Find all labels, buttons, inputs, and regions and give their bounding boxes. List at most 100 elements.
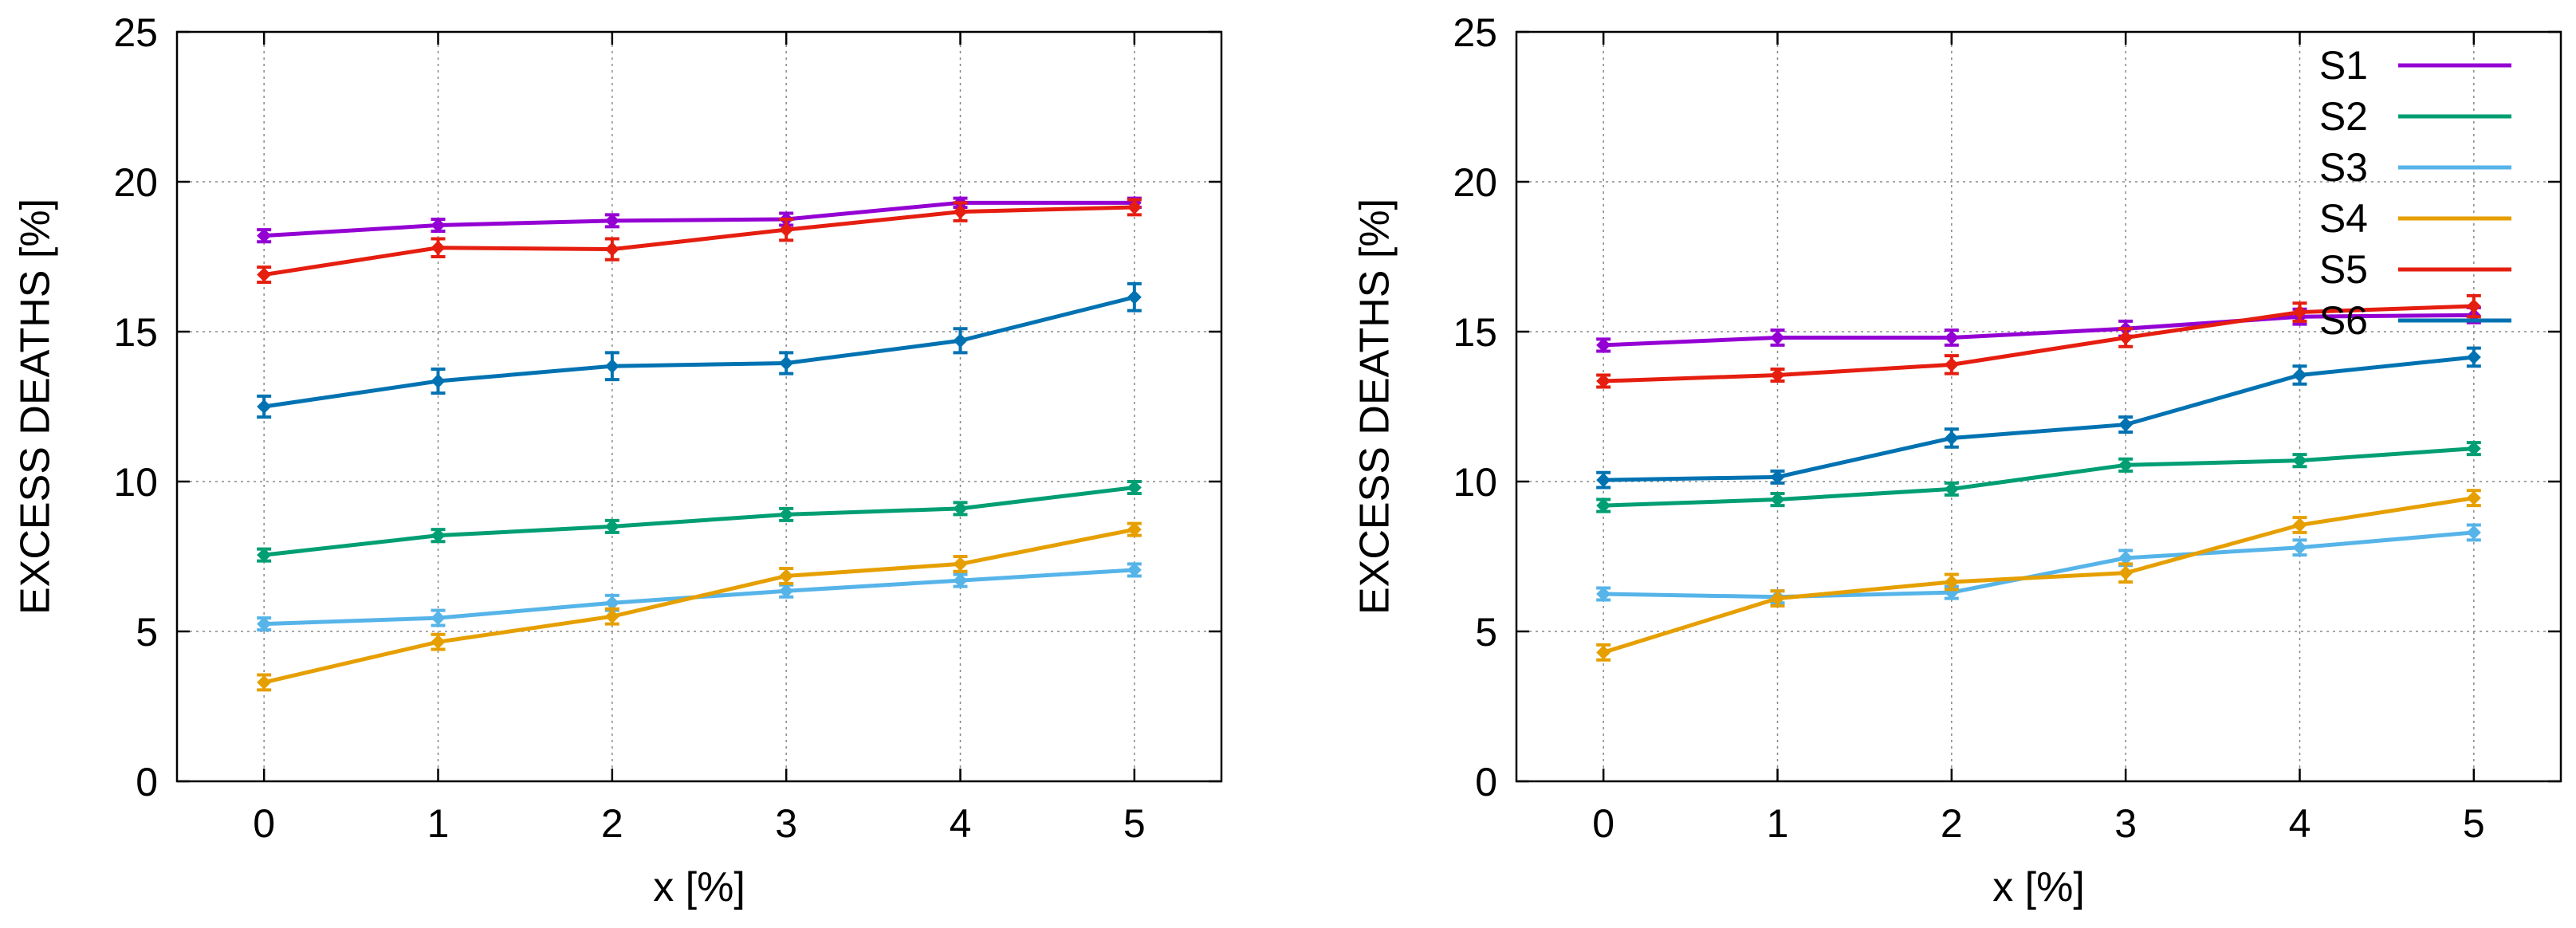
x-axis-label: x [%] <box>1992 864 2085 910</box>
data-point <box>2466 525 2481 540</box>
data-point <box>1127 289 1142 305</box>
series-line <box>263 295 1135 409</box>
data-point <box>257 548 272 563</box>
series-line <box>263 527 1135 685</box>
data-point <box>1596 337 1611 352</box>
x-tick-label: 4 <box>2289 801 2311 846</box>
data-point <box>953 573 968 588</box>
data-point <box>431 611 446 626</box>
y-tick-label: 15 <box>1453 310 1497 355</box>
data-point <box>431 218 446 233</box>
data-point <box>2292 540 2307 555</box>
data-point <box>2118 458 2134 473</box>
y-tick-label: 5 <box>1475 610 1497 655</box>
series-line <box>1603 496 2475 655</box>
y-tick-label: 25 <box>1453 10 1497 55</box>
data-point <box>257 228 272 243</box>
series-s4 <box>1596 489 2481 662</box>
x-tick-label: 5 <box>2463 801 2485 846</box>
legend-label: S3 <box>2319 145 2368 190</box>
x-tick-label: 1 <box>1767 801 1789 846</box>
x-tick-label: 5 <box>1123 801 1146 846</box>
data-point <box>953 501 968 516</box>
left-chart-panel: 0 5 10 15 20 25 0 1 2 3 4 5 x [%] EXCESS DEATHS [%] <box>13 10 1223 910</box>
data-point <box>953 556 968 572</box>
data-point <box>2118 550 2134 565</box>
data-point <box>257 399 272 414</box>
data-point <box>779 584 794 599</box>
data-point <box>953 204 968 219</box>
x-tick-label: 3 <box>2114 801 2137 846</box>
series-line <box>1603 313 2474 348</box>
series-line <box>1603 304 2474 383</box>
legend-label: S1 <box>2319 43 2368 88</box>
series-s6 <box>1596 346 2481 490</box>
data-point <box>1944 330 1959 345</box>
series-line <box>1603 530 2475 600</box>
data-point <box>2292 453 2307 468</box>
data-point <box>953 333 968 348</box>
data-point <box>431 635 446 650</box>
data-point <box>257 267 272 282</box>
data-point <box>779 222 794 238</box>
data-point <box>1944 482 1959 497</box>
data-point <box>1127 522 1142 537</box>
series-line <box>264 200 1135 238</box>
data-point <box>779 507 794 522</box>
y-axis-label: EXCESS DEATHS [%] <box>13 199 59 615</box>
data-point <box>604 242 619 257</box>
data-point <box>1944 431 1959 446</box>
series-s4 <box>257 521 1142 692</box>
data-point <box>1596 473 1611 488</box>
y-tick-label: 5 <box>136 610 158 655</box>
series-s1 <box>257 195 1142 244</box>
series-line <box>1603 446 2475 508</box>
data-point <box>2466 490 2481 505</box>
data-point <box>1596 587 1611 601</box>
y-axis-label: EXCESS DEATHS [%] <box>1352 199 1398 615</box>
y-tick-label: 10 <box>1453 460 1497 505</box>
x-axis-label: x [%] <box>653 864 745 910</box>
series-s3 <box>1596 523 2481 605</box>
data-point <box>604 519 619 534</box>
series-s6 <box>257 281 1142 419</box>
x-tick-label: 2 <box>1941 801 1963 846</box>
data-point <box>779 568 794 584</box>
data-point <box>1770 492 1785 507</box>
data-point <box>2292 517 2307 533</box>
data-point <box>1127 480 1142 495</box>
x-tick-label: 4 <box>950 801 972 846</box>
y-tick-label: 0 <box>1475 760 1497 804</box>
data-point <box>1596 645 1611 660</box>
data-point <box>1944 574 1959 589</box>
y-tick-label: 10 <box>113 460 158 505</box>
y-tick-label: 15 <box>113 310 158 355</box>
plot-frame <box>1515 30 2562 783</box>
x-tick-label: 0 <box>253 801 275 846</box>
data-point <box>1596 498 1611 513</box>
data-point <box>604 609 619 624</box>
data-point <box>2466 299 2481 314</box>
data-point <box>1944 357 1959 372</box>
data-point <box>1596 374 1611 389</box>
legend-label: S5 <box>2319 247 2368 292</box>
data-point <box>2292 368 2307 383</box>
x-tick-label: 0 <box>1592 801 1614 846</box>
data-point <box>431 240 446 255</box>
data-point <box>2118 330 2134 345</box>
data-point <box>431 528 446 543</box>
data-point <box>604 596 619 611</box>
legend-label: S2 <box>2319 94 2368 139</box>
data-point <box>2118 417 2134 432</box>
series-line <box>263 486 1135 557</box>
data-point <box>431 374 446 389</box>
data-point <box>2292 305 2307 320</box>
data-point <box>2466 349 2481 364</box>
data-point <box>1127 199 1142 214</box>
legend: S1 S2 S3 S4 S5 S6 <box>2319 43 2511 343</box>
data-point <box>604 213 619 228</box>
data-point <box>1770 591 1785 606</box>
series-line <box>263 205 1135 277</box>
data-point <box>257 616 272 631</box>
